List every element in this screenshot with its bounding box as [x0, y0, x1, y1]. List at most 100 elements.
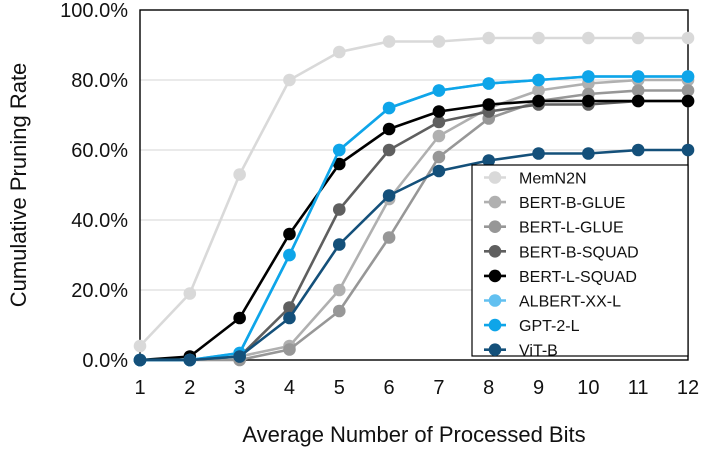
x-tick-label: 8: [483, 377, 494, 399]
data-point: [681, 94, 695, 108]
y-tick-label: 60.0%: [71, 140, 128, 162]
legend-label: BERT-L-SQUAD: [519, 269, 637, 286]
data-point: [332, 304, 346, 318]
data-point: [432, 35, 446, 48]
data-point: [432, 84, 446, 97]
y-tick-label: 80.0%: [71, 70, 128, 92]
series-bert-l-squad: [133, 94, 695, 367]
data-point: [532, 84, 545, 97]
data-point: [233, 168, 246, 181]
data-point: [183, 353, 197, 367]
x-tick-label: 4: [284, 377, 295, 399]
series-line: [139, 99, 688, 362]
legend-label: BERT-B-GLUE: [519, 195, 625, 212]
series-vit-b: [133, 143, 695, 367]
legend-label: ALBERT-XX-L: [519, 294, 621, 311]
y-tick-label: 20.0%: [71, 280, 128, 302]
data-point: [382, 189, 396, 202]
data-point: [432, 115, 446, 129]
x-tick-label: 5: [334, 377, 345, 399]
data-point: [482, 98, 496, 111]
legend-swatch-marker: [488, 294, 502, 307]
data-point: [582, 31, 595, 45]
legend-label: ViT-B: [519, 343, 558, 360]
data-point: [332, 157, 346, 171]
y-axis-title: Cumulative Pruning Rate: [6, 63, 31, 308]
legend: MemN2N BERT-B-GLUE BERT-L-GLUE BERT-B-SQUAD…: [471, 164, 689, 360]
data-point: [233, 350, 246, 363]
data-point: [283, 301, 296, 314]
data-point: [482, 77, 496, 90]
series-line: [140, 75, 688, 362]
series-layer: [133, 31, 695, 367]
data-point: [382, 231, 396, 244]
data-point: [582, 94, 595, 108]
data-point: [283, 343, 296, 356]
x-tick-label: 1: [134, 377, 145, 399]
data-point: [133, 353, 147, 367]
data-point: [681, 143, 695, 157]
data-point: [482, 31, 496, 45]
data-point: [382, 35, 396, 48]
data-point: [283, 248, 296, 262]
legend-swatch-marker: [488, 269, 502, 283]
legend-label: MemN2N: [519, 171, 587, 188]
x-tick-label: 11: [628, 377, 649, 399]
series-memn2n: [133, 31, 695, 353]
series-line: [140, 89, 688, 362]
data-point: [631, 84, 645, 97]
x-tick-label: 12: [677, 377, 699, 399]
data-point: [532, 73, 545, 87]
x-tick-label: 9: [533, 377, 544, 399]
y-axis-ticks: 0.0% 20.0% 40.0% 60.0% 80.0% 100.0%: [60, 0, 128, 372]
legend-swatch-marker: [488, 343, 502, 357]
data-point: [582, 70, 595, 83]
series-line: [140, 148, 688, 362]
data-point: [432, 129, 446, 143]
data-point: [432, 105, 446, 118]
x-tick-label: 10: [577, 377, 599, 399]
data-point: [183, 287, 197, 300]
x-tick-label: 6: [384, 377, 395, 399]
data-point: [332, 283, 346, 297]
x-tick-label: 2: [184, 377, 195, 399]
data-point: [631, 94, 645, 108]
data-point: [283, 227, 296, 241]
data-point: [532, 31, 545, 45]
data-point: [432, 150, 446, 164]
x-axis-ticks: 1 2 3 4 5 6 7 8 9 10 11 12: [134, 377, 699, 399]
y-tick-label: 40.0%: [71, 210, 128, 232]
data-point: [332, 238, 346, 251]
data-point: [233, 311, 246, 325]
data-point: [631, 143, 645, 157]
data-point: [283, 311, 296, 325]
data-point: [133, 339, 147, 353]
data-point: [432, 164, 446, 178]
legend-swatch-marker: [488, 318, 502, 332]
data-point: [681, 70, 695, 83]
legend-swatch-marker: [488, 220, 502, 233]
data-point: [332, 45, 346, 59]
data-point: [332, 143, 346, 157]
data-point: [382, 101, 396, 115]
data-point: [283, 73, 296, 87]
data-point: [631, 70, 645, 83]
legend-label: GPT-2-L: [519, 318, 580, 335]
data-point: [681, 84, 695, 97]
data-point: [482, 154, 496, 167]
legend-label: BERT-B-SQUAD: [519, 244, 639, 261]
y-tick-label: 0.0%: [82, 350, 128, 372]
data-point: [382, 143, 396, 157]
data-point: [582, 147, 595, 160]
y-tick-label: 100.0%: [60, 0, 128, 22]
legend-swatch-marker: [488, 171, 502, 184]
x-tick-label: 7: [433, 377, 444, 399]
data-point: [532, 94, 545, 108]
data-point: [532, 147, 545, 160]
data-point: [332, 203, 346, 216]
data-point: [382, 122, 396, 136]
data-point: [681, 31, 695, 45]
legend-label: BERT-L-GLUE: [519, 220, 624, 237]
legend-box: [471, 164, 689, 357]
